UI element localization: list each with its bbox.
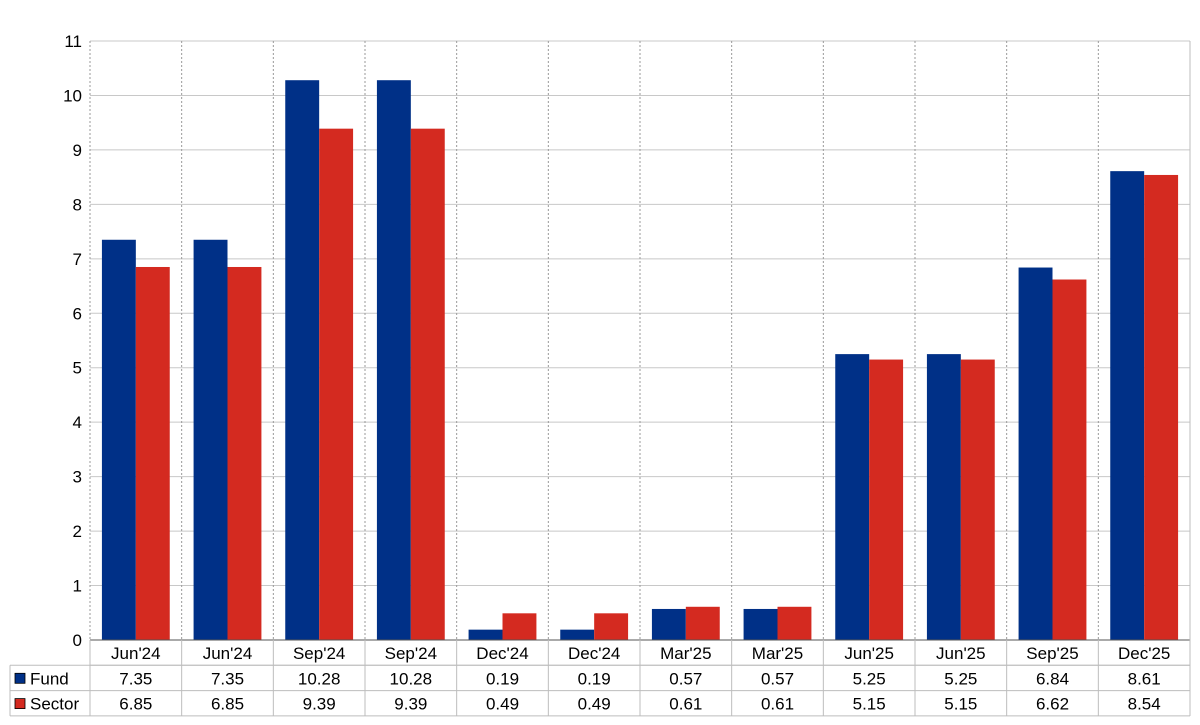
bar-fund xyxy=(285,80,320,640)
y-tick-label: 5 xyxy=(73,359,82,378)
bar-fund xyxy=(468,629,503,640)
y-tick-label: 8 xyxy=(73,195,82,214)
data-label-fund: 8.61 xyxy=(1128,669,1161,688)
bar-sector xyxy=(1144,174,1179,640)
data-label-sector: 6.85 xyxy=(211,695,244,714)
x-tick-label: Jun'24 xyxy=(203,644,253,663)
data-label-fund: 0.19 xyxy=(578,669,611,688)
y-tick-label: 10 xyxy=(63,86,82,105)
data-label-sector: 8.54 xyxy=(1128,695,1161,714)
data-label-sector: 5.15 xyxy=(853,695,886,714)
bar-sector xyxy=(502,613,537,640)
data-label-fund: 7.35 xyxy=(211,669,244,688)
x-tick-label: Sep'25 xyxy=(1026,644,1078,663)
bar-fund xyxy=(560,629,595,640)
bar-sector xyxy=(227,266,262,640)
data-label-fund: 0.19 xyxy=(486,669,519,688)
data-label-fund: 7.35 xyxy=(119,669,152,688)
x-tick-label: Dec'24 xyxy=(476,644,528,663)
y-tick-label: 9 xyxy=(73,141,82,160)
bar-sector xyxy=(410,128,445,640)
bar-sector xyxy=(777,606,812,640)
bar-fund xyxy=(835,354,870,640)
bar-sector xyxy=(869,359,904,640)
y-tick-label: 7 xyxy=(73,250,82,269)
bar-sector xyxy=(319,128,354,640)
data-label-fund: 0.57 xyxy=(669,669,702,688)
y-tick-label: 11 xyxy=(64,32,82,51)
bar-fund xyxy=(651,608,686,640)
y-tick-label: 0 xyxy=(73,631,82,650)
x-tick-label: Mar'25 xyxy=(752,644,803,663)
data-label-sector: 0.61 xyxy=(669,695,702,714)
bar-sector xyxy=(135,266,170,640)
y-tick-label: 2 xyxy=(73,522,82,541)
bar-fund xyxy=(926,354,961,640)
y-tick-label: 1 xyxy=(73,577,82,596)
x-tick-label: Dec'25 xyxy=(1118,644,1170,663)
data-label-fund: 5.25 xyxy=(853,669,886,688)
y-tick-label: 4 xyxy=(73,413,82,432)
data-label-fund: 10.28 xyxy=(390,669,433,688)
bar-sector xyxy=(960,359,995,640)
bar-fund xyxy=(101,239,136,640)
legend-label-sector: Sector xyxy=(30,695,79,714)
x-tick-label: Mar'25 xyxy=(660,644,711,663)
data-label-fund: 0.57 xyxy=(761,669,794,688)
bar-sector xyxy=(594,613,629,640)
data-label-sector: 6.62 xyxy=(1036,695,1069,714)
bar-fund xyxy=(376,80,411,640)
x-tick-label: Jun'25 xyxy=(844,644,894,663)
x-tick-label: Jun'25 xyxy=(936,644,986,663)
data-label-sector: 5.15 xyxy=(944,695,977,714)
data-label-sector: 9.39 xyxy=(303,695,336,714)
legend-swatch-sector xyxy=(14,698,26,709)
x-tick-label: Jun'24 xyxy=(111,644,161,663)
data-label-sector: 0.49 xyxy=(486,695,519,714)
y-tick-label: 6 xyxy=(73,304,82,323)
x-tick-label: Dec'24 xyxy=(568,644,620,663)
y-tick-label: 3 xyxy=(73,468,82,487)
legend-swatch-fund xyxy=(14,672,26,684)
x-tick-label: Sep'24 xyxy=(293,644,345,663)
data-label-fund: 5.25 xyxy=(944,669,977,688)
data-label-sector: 0.61 xyxy=(761,695,794,714)
x-tick-label: Sep'24 xyxy=(385,644,437,663)
data-label-fund: 10.28 xyxy=(298,669,341,688)
data-label-sector: 6.85 xyxy=(119,695,152,714)
bar-sector xyxy=(685,606,720,640)
data-label-sector: 9.39 xyxy=(394,695,427,714)
bar-fund xyxy=(193,239,228,640)
data-label-fund: 6.84 xyxy=(1036,669,1069,688)
bar-fund xyxy=(743,608,778,640)
bar-fund xyxy=(1018,267,1053,640)
bar-fund xyxy=(1110,171,1145,640)
legend-label-fund: Fund xyxy=(30,669,69,688)
bar-sector xyxy=(1052,279,1087,640)
data-label-sector: 0.49 xyxy=(578,695,611,714)
